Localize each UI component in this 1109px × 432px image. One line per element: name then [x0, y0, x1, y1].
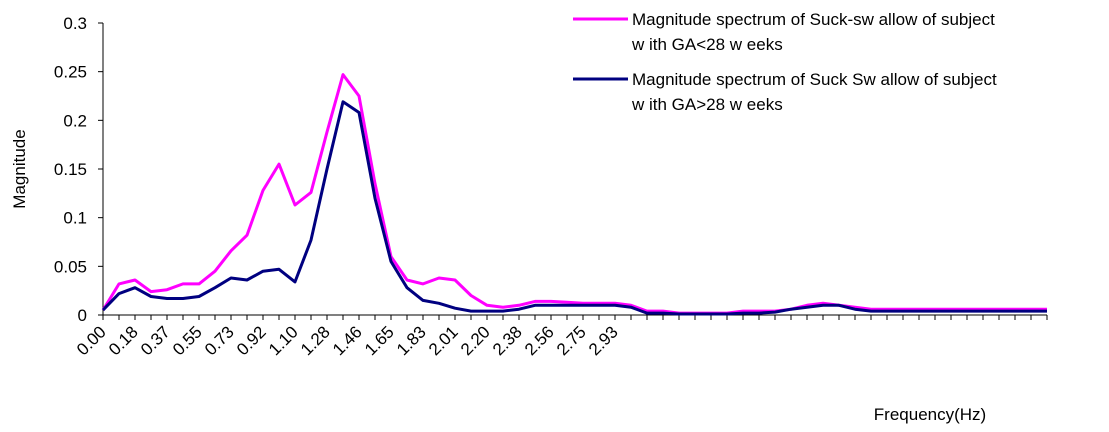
- x-tick-label: 2.20: [457, 322, 494, 359]
- x-tick-label: 0.55: [169, 322, 206, 359]
- x-tick-label: 1.65: [361, 322, 398, 359]
- x-tick-label: 0.73: [201, 322, 238, 359]
- x-tick-label: 1.28: [297, 322, 334, 359]
- legend: Magnitude spectrum of Suck-sw allow of s…: [573, 10, 997, 114]
- x-tick-label: 1.10: [265, 322, 302, 359]
- y-tick-label: 0.25: [54, 63, 87, 82]
- y-axis-label: Magnitude: [10, 129, 29, 208]
- legend-label-1: Magnitude spectrum of Suck-sw allow of s…: [631, 10, 995, 54]
- x-tick-label: 2.38: [489, 322, 526, 359]
- legend-label-2: Magnitude spectrum of Suck Sw allow of s…: [631, 70, 997, 114]
- x-tick-label: 0.00: [73, 322, 110, 359]
- y-tick-label: 0.15: [54, 160, 87, 179]
- x-tick-label: 0.18: [105, 322, 142, 359]
- x-tick-label: 0.92: [233, 322, 270, 359]
- series-line-1: [101, 73, 1047, 315]
- y-tick-label: 0: [78, 306, 87, 325]
- y-tick-label: 0.05: [54, 257, 87, 276]
- y-tick-label: 0.1: [63, 209, 87, 228]
- x-tick-label: 2.56: [521, 322, 558, 359]
- x-tick-label: 2.93: [585, 322, 622, 359]
- x-axis-label: Frequency(Hz): [874, 405, 986, 424]
- x-tick-label: 1.46: [329, 322, 366, 359]
- series-line-2: [101, 100, 1047, 316]
- y-tick-label: 0.3: [63, 14, 87, 33]
- x-tick-label: 1.83: [393, 322, 430, 359]
- x-tick-label: 2.75: [553, 322, 590, 359]
- x-tick-label: 0.37: [137, 322, 174, 359]
- y-tick-label: 0.2: [63, 111, 87, 130]
- x-tick-label: 2.01: [425, 322, 462, 359]
